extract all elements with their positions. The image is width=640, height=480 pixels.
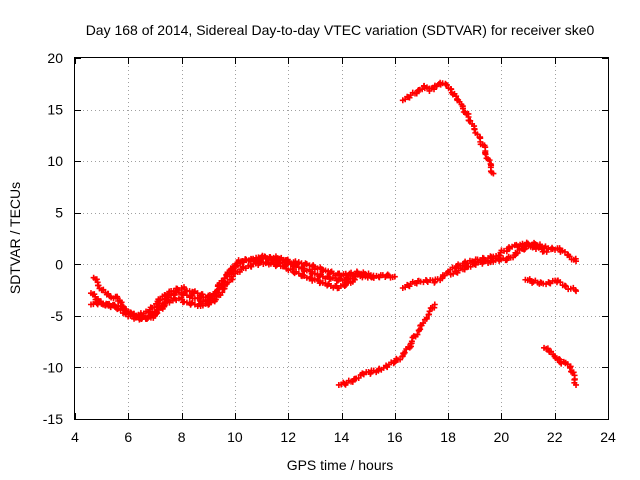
plot-frame (74, 57, 609, 420)
data-point (426, 308, 433, 315)
y-tick-label: -15 (43, 411, 63, 427)
data-point (153, 311, 160, 318)
y-tick-label: 15 (47, 102, 63, 118)
y-tick-label: 20 (47, 50, 63, 66)
x-tick-label: 20 (494, 429, 510, 445)
track-east-low (541, 344, 580, 388)
data-point (351, 276, 358, 283)
data-point (401, 349, 408, 356)
data-point (413, 90, 420, 97)
chart-title: Day 168 of 2014, Sidereal Day-to-day VTE… (86, 22, 595, 38)
data-point (573, 381, 580, 388)
data-point (118, 299, 125, 306)
data-point (164, 292, 171, 299)
data-point (370, 272, 377, 279)
data-point (453, 93, 460, 100)
data-point (154, 310, 161, 317)
data-point (414, 331, 421, 338)
y-tick-label: -5 (51, 308, 64, 324)
x-tick-label: 6 (124, 429, 132, 445)
track-rising (335, 301, 438, 388)
grid-lines (75, 58, 608, 419)
x-tick-label: 8 (178, 429, 186, 445)
x-tick-label: 16 (387, 429, 403, 445)
data-point (161, 302, 168, 309)
data-point (486, 157, 493, 164)
track-mid-east-lower (447, 242, 550, 278)
data-point (221, 275, 228, 282)
x-tick-label: 14 (334, 429, 350, 445)
data-point (157, 296, 164, 303)
data-point (573, 258, 580, 265)
data-point (490, 170, 497, 177)
data-point (460, 105, 467, 112)
x-axis-label: GPS time / hours (287, 457, 394, 473)
y-tick-label: -10 (43, 359, 63, 375)
data-point (420, 320, 427, 327)
data-point (573, 288, 580, 295)
axis-ticks: 4 6 8 10 12 14 16 18 20 22 24 -15 -10 -5 0 5 10 15 20 (43, 50, 616, 445)
x-tick-label: 4 (71, 429, 79, 445)
track-east-flat (522, 276, 580, 295)
data-point (530, 242, 537, 249)
data-point (561, 248, 568, 255)
data-point (355, 374, 362, 381)
y-tick-label: 5 (55, 205, 63, 221)
x-tick-label: 18 (440, 429, 456, 445)
y-tick-label: 0 (55, 256, 63, 272)
data-point (122, 305, 129, 312)
data-point (93, 276, 100, 283)
data-point (482, 151, 489, 158)
data-points (87, 79, 580, 388)
track-main-lower (87, 258, 358, 323)
y-axis-label: SDTVAR / TECUs (7, 182, 23, 294)
data-point (431, 301, 438, 308)
data-point (151, 304, 158, 311)
data-point (570, 369, 577, 376)
track-descending (399, 79, 497, 177)
data-point (423, 314, 430, 321)
x-tick-label: 12 (280, 429, 296, 445)
track-mid-east (399, 239, 580, 292)
x-tick-label: 24 (600, 429, 616, 445)
data-point (359, 370, 366, 377)
data-point (384, 271, 391, 278)
data-point (391, 273, 398, 280)
data-point (341, 282, 348, 289)
data-point (566, 253, 573, 260)
data-point (514, 250, 521, 257)
data-point (219, 289, 226, 296)
data-point (443, 81, 450, 88)
y-tick-label: 10 (47, 153, 63, 169)
data-point (557, 279, 564, 286)
data-point (467, 117, 474, 124)
data-point (95, 282, 102, 289)
x-tick-label: 22 (547, 429, 563, 445)
x-tick-label: 10 (227, 429, 243, 445)
data-point (543, 248, 550, 255)
data-point (567, 364, 574, 371)
